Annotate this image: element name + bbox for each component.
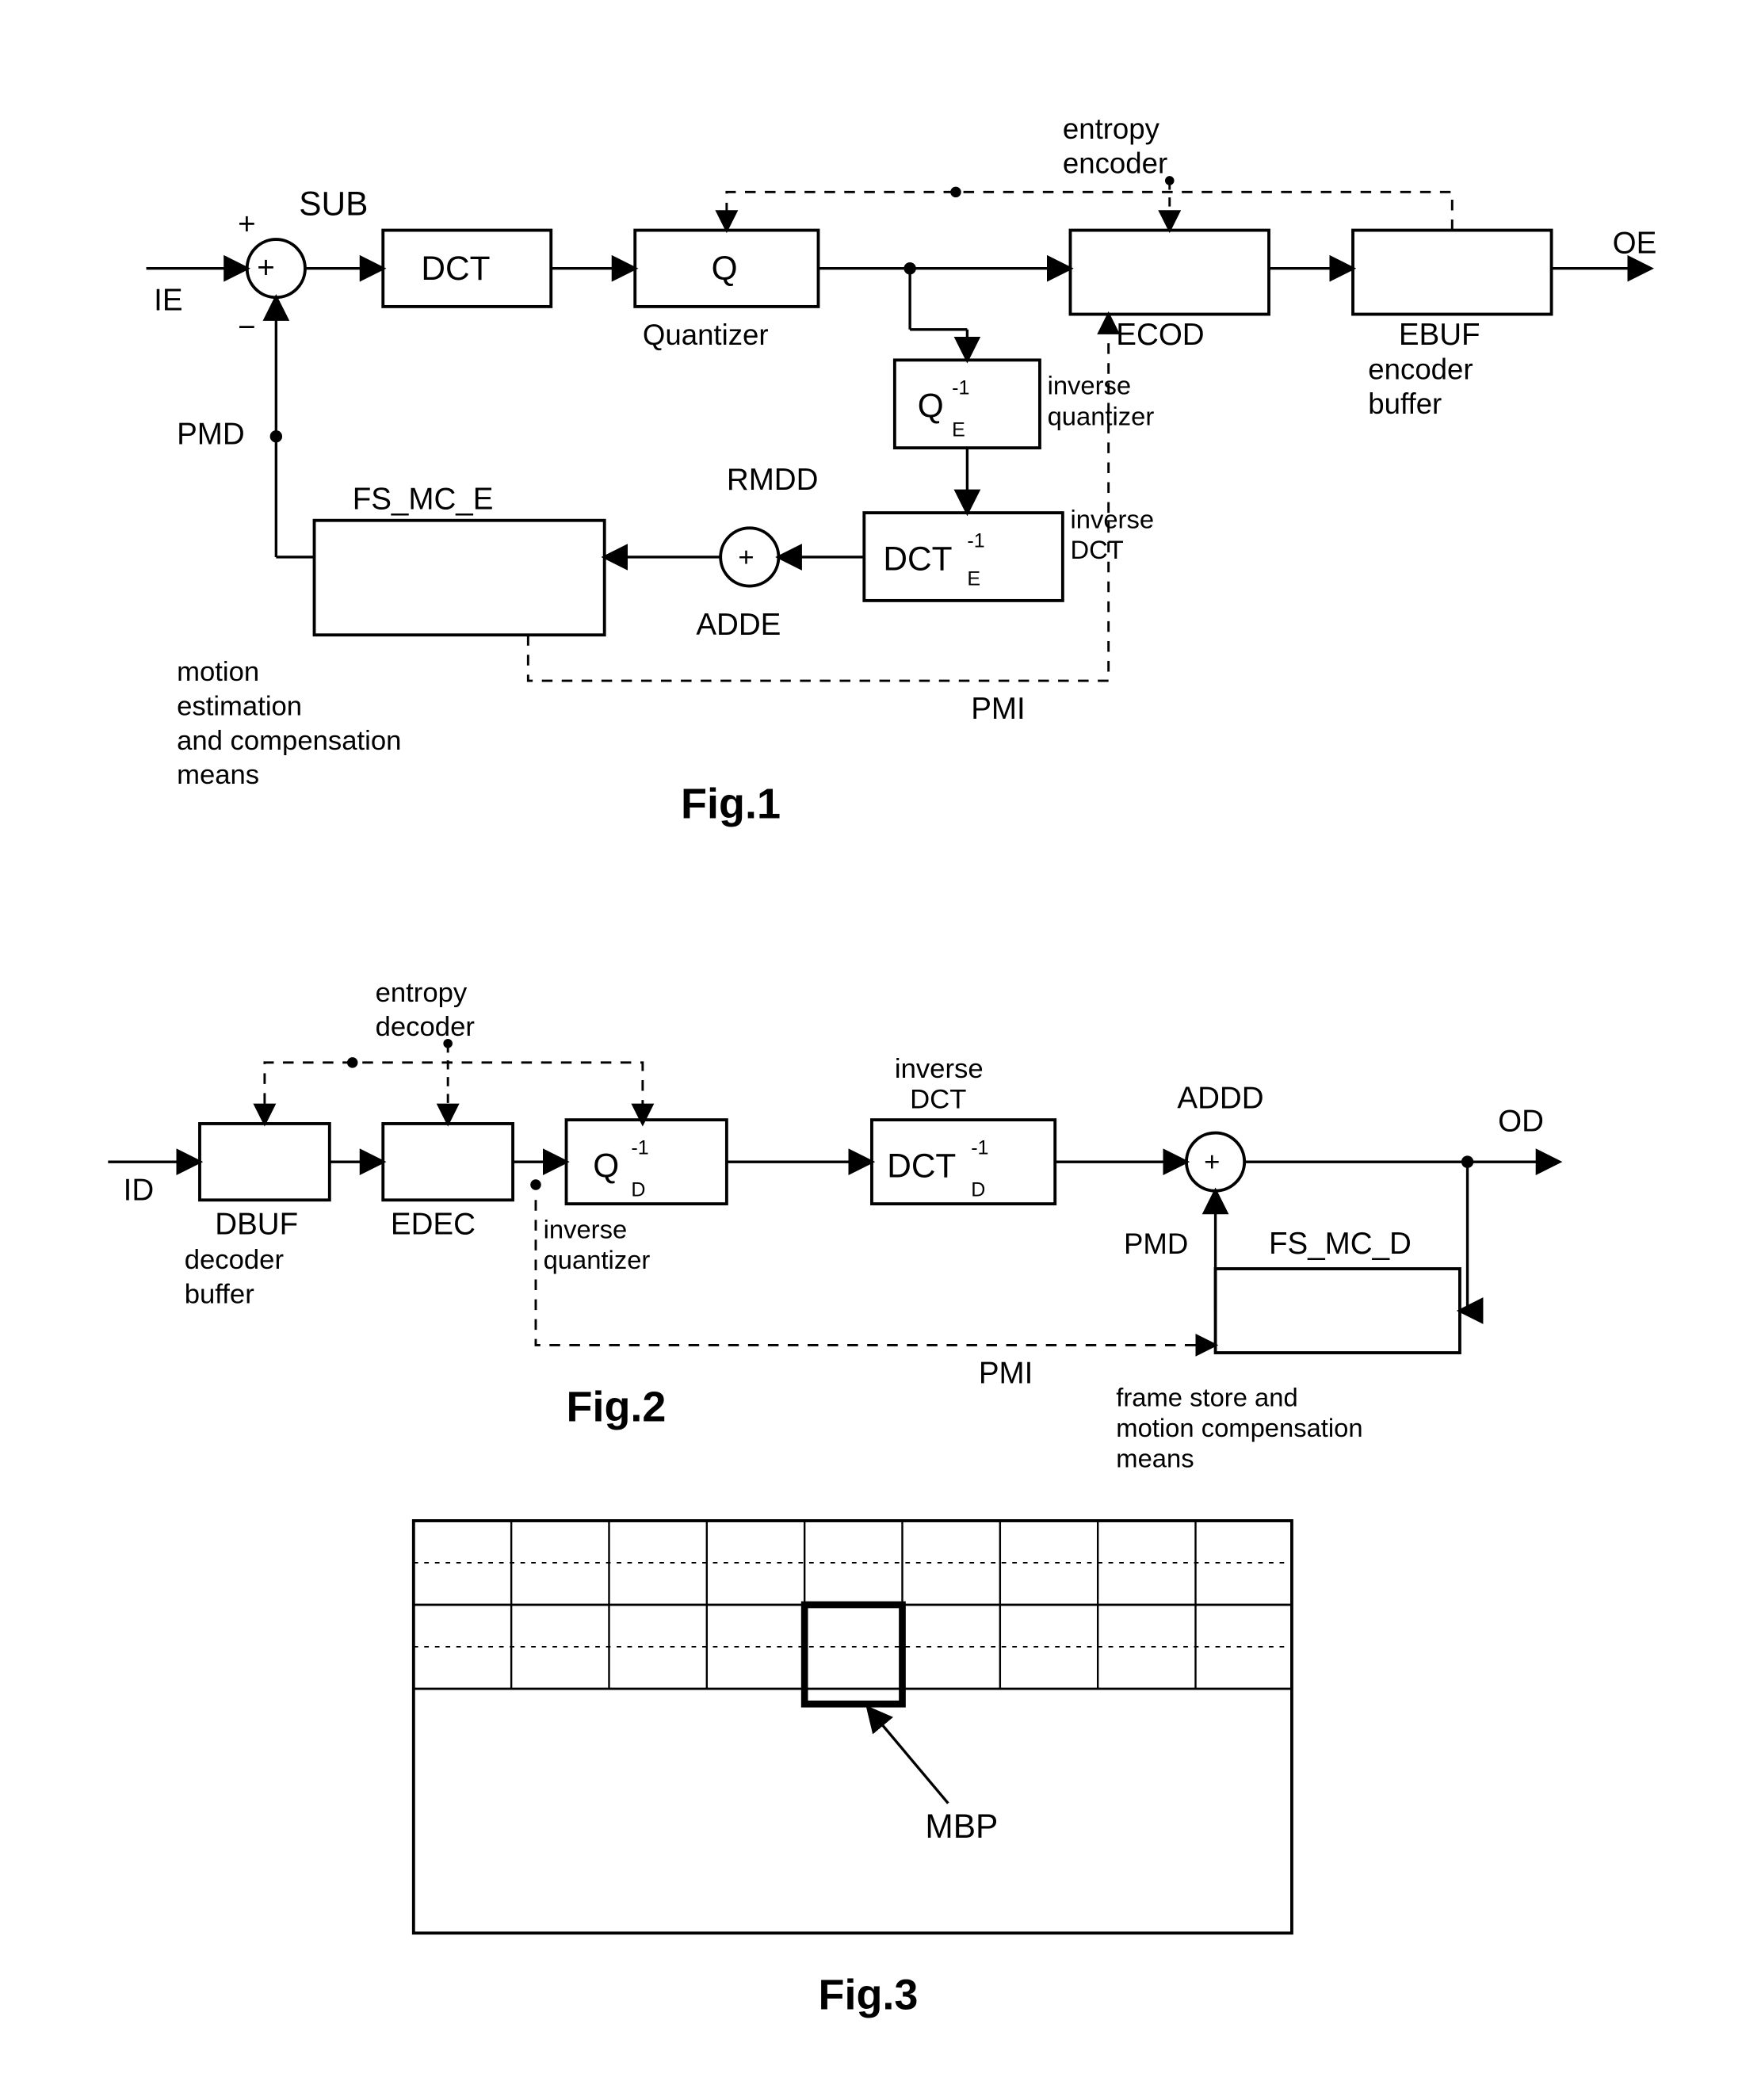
qinv-sup: -1 bbox=[952, 377, 969, 399]
mbp-arrow bbox=[868, 1708, 948, 1803]
diagram-root: + + − SUB IE DCT Q Quantizer ECOD entrop… bbox=[32, 32, 1710, 2056]
edec-hand2: decoder bbox=[376, 1012, 475, 1042]
oe-label: OE bbox=[1613, 226, 1657, 260]
fsmcd-label: FS_MC_D bbox=[1269, 1227, 1412, 1261]
dctinvd-sup: -1 bbox=[971, 1136, 988, 1159]
sub-plus-top: + bbox=[238, 207, 256, 241]
rmdd-label: RMDD bbox=[727, 463, 819, 497]
qinvd-sub: D bbox=[631, 1178, 645, 1201]
ecod-block bbox=[1070, 231, 1269, 315]
dctinv-label: DCT bbox=[883, 540, 952, 577]
pmd-label: PMD bbox=[177, 417, 245, 451]
svg-text:+: + bbox=[738, 543, 754, 573]
qinv-d-block bbox=[567, 1120, 727, 1204]
adde-label: ADDE bbox=[696, 608, 781, 642]
id-label: ID bbox=[124, 1173, 155, 1207]
fsmce-hand1: motion bbox=[177, 657, 259, 687]
dbuf-hand1: decoder bbox=[185, 1245, 284, 1275]
ebuf-hand2: buffer bbox=[1368, 388, 1442, 420]
sub-plus-icon: + bbox=[257, 250, 275, 284]
fsmce-block bbox=[315, 521, 605, 636]
fig2-title: Fig.2 bbox=[567, 1384, 667, 1431]
qinv-block bbox=[895, 360, 1040, 448]
addd-label: ADDD bbox=[1177, 1082, 1263, 1116]
qinv-sub: E bbox=[952, 419, 965, 441]
pmi2-label: PMI bbox=[979, 1357, 1033, 1391]
svg-text:+: + bbox=[1204, 1147, 1220, 1178]
fsmce-hand3: and compensation bbox=[177, 726, 401, 756]
edec-block bbox=[383, 1124, 513, 1200]
fsmce-hand4: means bbox=[177, 760, 259, 790]
qinvd-hand1: inverse bbox=[544, 1214, 628, 1243]
dctinvd-hand2: DCT bbox=[910, 1085, 966, 1115]
fsmcd-hand2: motion compensation bbox=[1116, 1413, 1362, 1442]
fig1-title: Fig.1 bbox=[681, 781, 781, 828]
dctinvd-hand1: inverse bbox=[895, 1054, 984, 1084]
edec-label: EDEC bbox=[391, 1208, 476, 1242]
pmi-label: PMI bbox=[971, 692, 1026, 726]
fsmcd-hand3: means bbox=[1116, 1444, 1194, 1473]
feedback-dash bbox=[727, 192, 1452, 230]
sub-minus: − bbox=[238, 310, 256, 344]
pmd2-label: PMD bbox=[1124, 1228, 1188, 1260]
q-hand: Quantizer bbox=[643, 319, 769, 351]
fsmcd-block bbox=[1216, 1269, 1460, 1353]
sub-label: SUB bbox=[299, 185, 368, 222]
fsmce-label: FS_MC_E bbox=[353, 482, 494, 516]
ebuf-hand1: encoder bbox=[1368, 353, 1473, 385]
fig3-title: Fig.3 bbox=[819, 1972, 919, 2019]
qinv-hand2: quantizer bbox=[1048, 401, 1155, 430]
dctinv-sub: E bbox=[967, 568, 980, 590]
qinvd-label: Q bbox=[593, 1147, 619, 1184]
qinvd-hand2: quantizer bbox=[544, 1245, 651, 1274]
od-label: OD bbox=[1498, 1105, 1544, 1139]
dctinvd-label: DCT bbox=[887, 1147, 956, 1184]
dctinv-hand2: DCT bbox=[1070, 535, 1123, 564]
dbuf-hand2: buffer bbox=[185, 1279, 254, 1309]
qinvd-sup: -1 bbox=[631, 1136, 648, 1159]
fsmcd-hand1: frame store and bbox=[1116, 1382, 1297, 1411]
dctinvd-sub: D bbox=[971, 1178, 985, 1201]
q-label: Q bbox=[712, 250, 738, 287]
ecod-hand1: entropy bbox=[1063, 113, 1160, 145]
dbuf-label: DBUF bbox=[215, 1208, 298, 1242]
qinv-hand1: inverse bbox=[1048, 371, 1132, 400]
ie-label: IE bbox=[154, 284, 182, 318]
dct-label: DCT bbox=[421, 250, 490, 287]
figure-1: + + − SUB IE DCT Q Quantizer ECOD entrop… bbox=[147, 113, 1657, 828]
mbp-label: MBP bbox=[925, 1808, 998, 1845]
qinv-label: Q bbox=[918, 388, 944, 425]
ebuf-label: EBUF bbox=[1399, 318, 1480, 352]
figure-2: ID DBUF decoder buffer EDEC entropy deco… bbox=[108, 978, 1559, 1473]
fig3-frame bbox=[414, 1521, 1292, 1933]
pmi-dash bbox=[528, 315, 1108, 682]
ebuf-block bbox=[1353, 231, 1552, 315]
fsmce-hand2: estimation bbox=[177, 691, 302, 721]
ecod-hand2: encoder bbox=[1063, 147, 1167, 179]
edec-hand1: entropy bbox=[376, 978, 468, 1008]
ecod-label: ECOD bbox=[1116, 318, 1204, 352]
sub-node bbox=[247, 239, 305, 297]
figure-3: MBP Fig.3 bbox=[414, 1521, 1292, 2019]
dbuf-block bbox=[200, 1124, 330, 1200]
dctinv-sup: -1 bbox=[967, 529, 984, 552]
dctinv-hand1: inverse bbox=[1070, 504, 1154, 533]
